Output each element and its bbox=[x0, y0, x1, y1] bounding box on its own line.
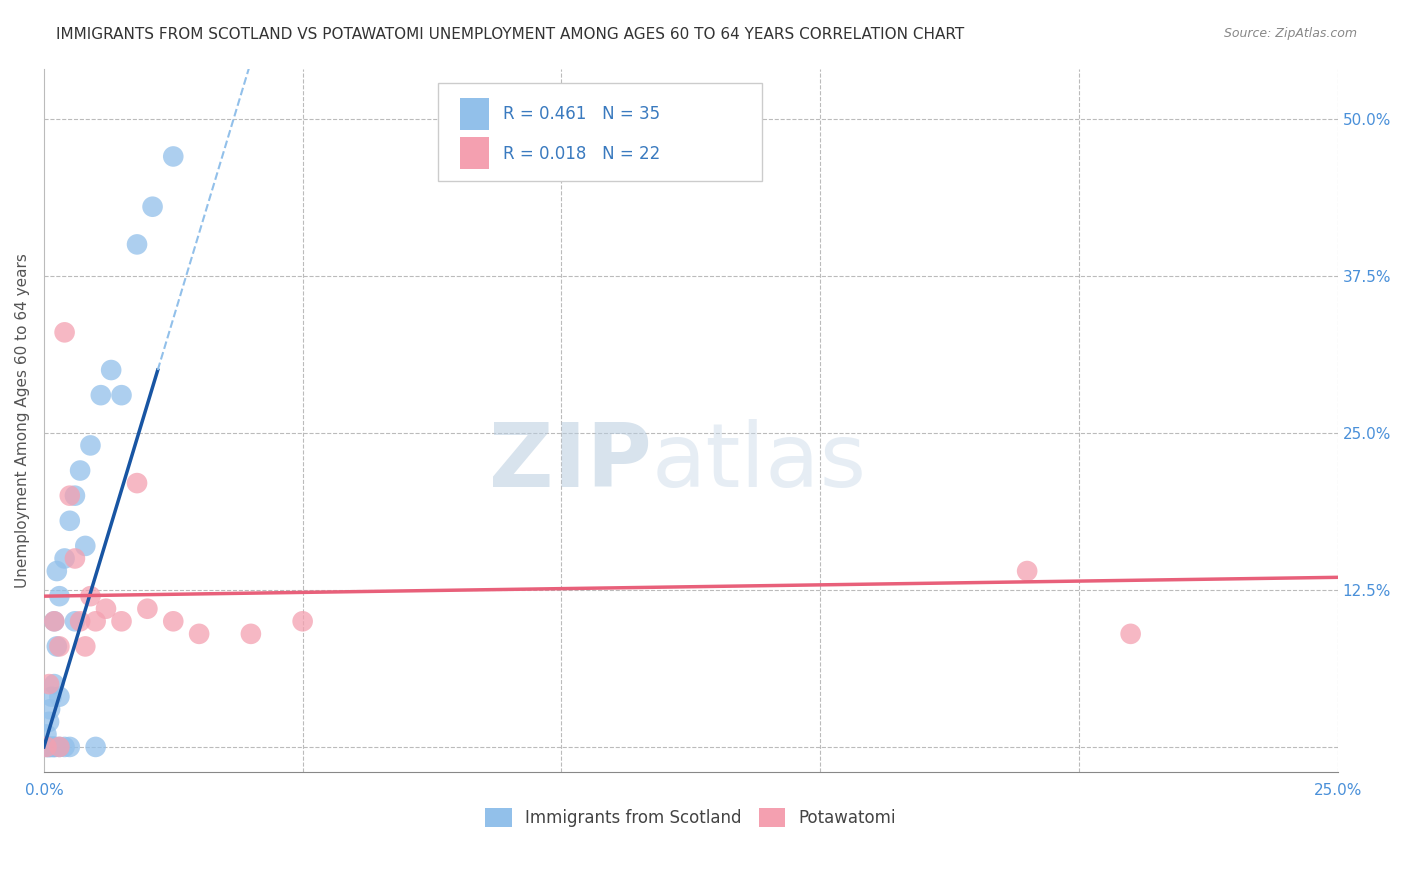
Point bbox=[69, 615, 91, 629]
Point bbox=[59, 489, 82, 503]
Point bbox=[100, 363, 122, 377]
Point bbox=[1119, 627, 1142, 641]
Point bbox=[110, 388, 132, 402]
Point bbox=[125, 476, 148, 491]
Point bbox=[41, 690, 63, 704]
Point bbox=[35, 739, 58, 754]
Point bbox=[39, 739, 62, 754]
Point bbox=[38, 739, 60, 754]
Point bbox=[53, 551, 76, 566]
Y-axis label: Unemployment Among Ages 60 to 64 years: Unemployment Among Ages 60 to 64 years bbox=[15, 252, 30, 588]
Point bbox=[35, 727, 58, 741]
Point bbox=[69, 464, 91, 478]
Text: IMMIGRANTS FROM SCOTLAND VS POTAWATOMI UNEMPLOYMENT AMONG AGES 60 TO 64 YEARS CO: IMMIGRANTS FROM SCOTLAND VS POTAWATOMI U… bbox=[56, 27, 965, 42]
Point bbox=[37, 739, 59, 754]
Point bbox=[79, 589, 101, 603]
Point bbox=[162, 615, 184, 629]
Point bbox=[48, 739, 70, 754]
Point bbox=[79, 438, 101, 452]
Point bbox=[59, 514, 82, 528]
Point bbox=[44, 739, 66, 754]
Point bbox=[39, 702, 62, 716]
Point bbox=[44, 739, 66, 754]
Point bbox=[44, 615, 66, 629]
Point bbox=[59, 739, 82, 754]
FancyBboxPatch shape bbox=[461, 137, 489, 169]
Point bbox=[48, 690, 70, 704]
Point bbox=[44, 677, 66, 691]
Point bbox=[94, 601, 117, 615]
Point bbox=[53, 326, 76, 340]
FancyBboxPatch shape bbox=[461, 98, 489, 129]
Point bbox=[1017, 564, 1039, 578]
Point bbox=[63, 489, 86, 503]
Point bbox=[142, 200, 165, 214]
Point bbox=[90, 388, 112, 402]
Point bbox=[125, 237, 148, 252]
Point bbox=[84, 615, 107, 629]
Point bbox=[75, 640, 97, 654]
Point bbox=[42, 739, 65, 754]
Point bbox=[44, 615, 66, 629]
Point bbox=[63, 551, 86, 566]
Point bbox=[38, 677, 60, 691]
Text: R = 0.461   N = 35: R = 0.461 N = 35 bbox=[503, 105, 661, 123]
Text: atlas: atlas bbox=[652, 419, 868, 506]
Text: R = 0.018   N = 22: R = 0.018 N = 22 bbox=[503, 145, 661, 162]
FancyBboxPatch shape bbox=[439, 83, 762, 181]
Text: Source: ZipAtlas.com: Source: ZipAtlas.com bbox=[1223, 27, 1357, 40]
Point bbox=[48, 640, 70, 654]
Point bbox=[38, 714, 60, 729]
Point bbox=[48, 739, 70, 754]
Point bbox=[41, 739, 63, 754]
Point bbox=[75, 539, 97, 553]
Point bbox=[35, 739, 58, 754]
Text: ZIP: ZIP bbox=[489, 419, 652, 506]
Point bbox=[45, 640, 67, 654]
Point bbox=[239, 627, 262, 641]
Point bbox=[53, 739, 76, 754]
Point bbox=[63, 615, 86, 629]
Legend: Immigrants from Scotland, Potawatomi: Immigrants from Scotland, Potawatomi bbox=[479, 802, 903, 834]
Point bbox=[45, 564, 67, 578]
Point bbox=[84, 739, 107, 754]
Point bbox=[291, 615, 314, 629]
Point bbox=[188, 627, 211, 641]
Point bbox=[48, 589, 70, 603]
Point bbox=[136, 601, 159, 615]
Point bbox=[110, 615, 132, 629]
Point bbox=[162, 149, 184, 163]
